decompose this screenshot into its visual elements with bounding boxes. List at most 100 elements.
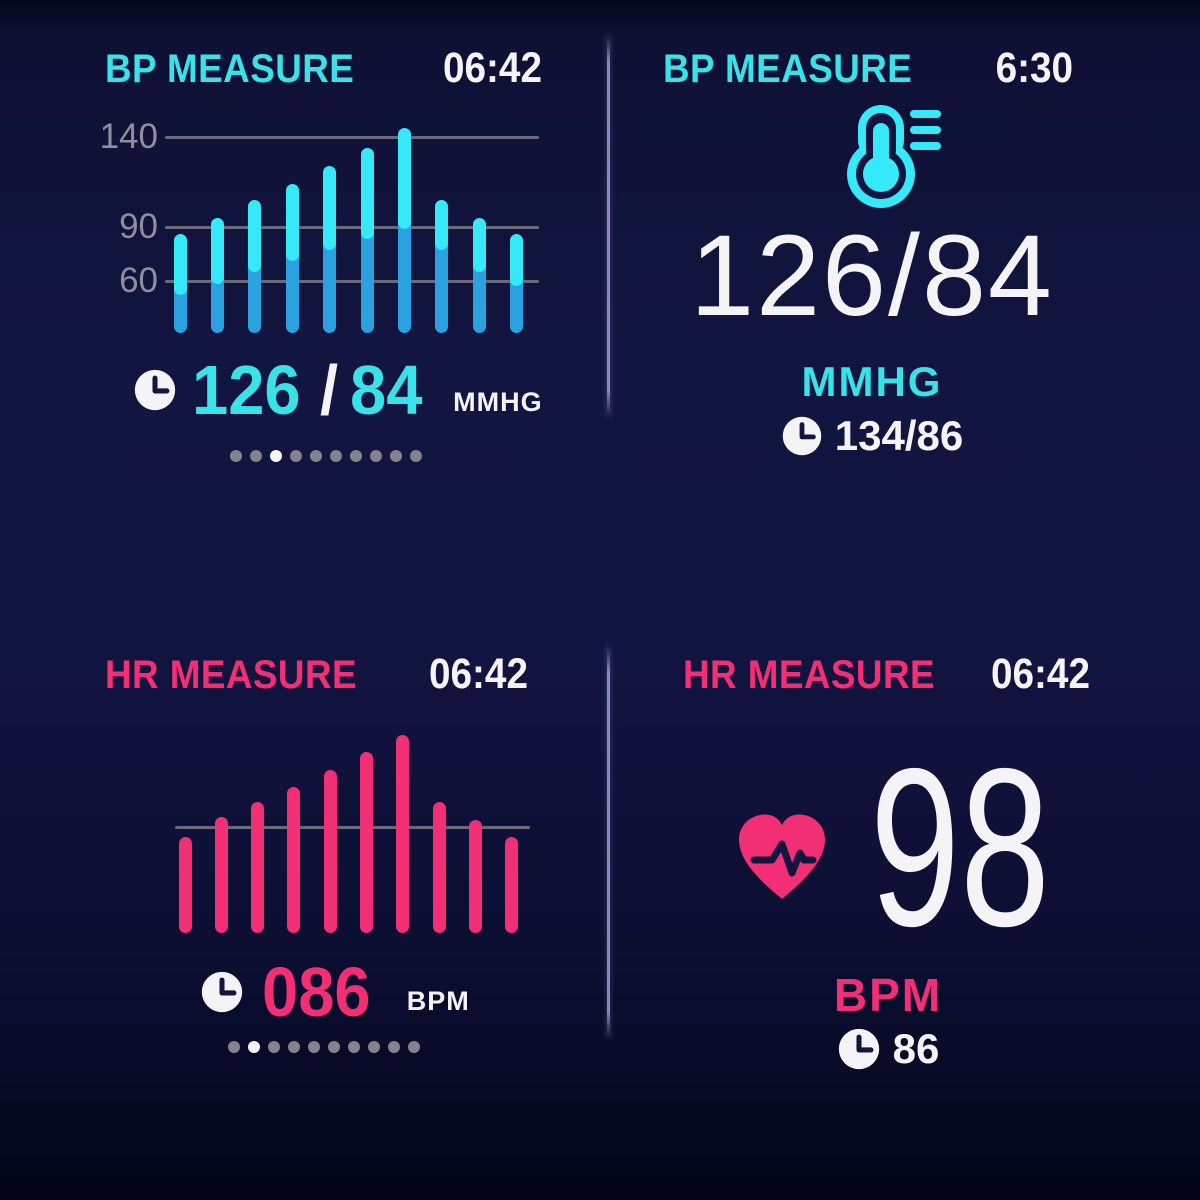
bp-axis-label: 90 <box>119 207 158 246</box>
page-dot[interactable] <box>310 450 322 462</box>
bp-bar-systolic-segment <box>510 234 524 287</box>
hr-bar <box>396 734 410 933</box>
hr-detail-time: 06:42 <box>991 650 1090 698</box>
bp-detail-value: 126/84 <box>690 212 1054 340</box>
bp-bar-systolic-segment <box>285 183 299 261</box>
page-dot[interactable] <box>228 1041 240 1053</box>
bp-bar-systolic-segment <box>397 128 411 229</box>
bp-bar <box>397 128 411 333</box>
bp-bar <box>510 234 524 333</box>
page-dot-active[interactable] <box>248 1041 260 1053</box>
hr-previous-reading: 86 <box>588 1025 1188 1073</box>
bp-diastolic-value: 84 <box>350 351 423 429</box>
page-dot[interactable] <box>330 450 342 462</box>
hr-bar <box>178 837 192 933</box>
bp-detail-time: 6:30 <box>995 44 1073 92</box>
bp-bar <box>472 218 486 333</box>
bp-bar-systolic-segment <box>472 218 486 272</box>
hr-bar <box>251 802 265 933</box>
page-dot[interactable] <box>230 450 242 462</box>
bp-gridline <box>165 279 539 283</box>
bp-previous-value: 134/86 <box>834 412 964 459</box>
vertical-divider-bottom <box>607 645 610 1039</box>
page-dot[interactable] <box>410 450 422 462</box>
bp-detail-title: BP MEASURE <box>663 47 913 91</box>
hr-unit-label: BPM <box>406 986 470 1016</box>
bp-unit-label: MMHG <box>453 387 543 417</box>
hr-bar-chart <box>0 600 600 1200</box>
bp-chart-header: BP MEASURE 06:42 <box>105 44 542 93</box>
bp-bar <box>210 218 224 333</box>
bp-bar <box>435 200 449 333</box>
page-dot[interactable] <box>328 1041 340 1053</box>
bp-gridline <box>165 225 539 229</box>
bp-gridline <box>165 135 539 139</box>
bp-bar-systolic-segment <box>360 147 374 240</box>
page-dot[interactable] <box>268 1041 280 1053</box>
vertical-divider-top <box>607 35 610 417</box>
bp-axis-label: 60 <box>119 261 158 300</box>
bp-detail-header: BP MEASURE 6:30 <box>663 44 1073 93</box>
panel-hr-chart[interactable]: HR MEASURE 06:42 82 AVG 086 BPM <box>0 600 600 1200</box>
hr-bar <box>432 802 446 933</box>
bp-page-indicator[interactable] <box>230 450 422 462</box>
page-dot[interactable] <box>350 450 362 462</box>
hr-detail-unit: BPM <box>833 969 943 1021</box>
bp-chart-title: BP MEASURE <box>105 47 355 91</box>
bp-separator: / <box>319 351 338 429</box>
hr-current-reading: 086 BPM <box>200 953 470 1031</box>
panel-bp-detail[interactable]: BP MEASURE 6:30 126/84 MMHG 134/86 <box>600 0 1200 600</box>
page-dot[interactable] <box>290 450 302 462</box>
blood-pressure-gauge-icon <box>847 105 941 208</box>
hr-bar <box>323 769 337 933</box>
hr-current-value: 086 <box>262 953 371 1031</box>
page-dot[interactable] <box>388 1041 400 1053</box>
bp-bar-systolic-segment <box>435 200 449 251</box>
bp-bar <box>248 200 262 333</box>
hr-bar <box>360 752 373 933</box>
bp-previous-reading: 134/86 <box>572 412 1172 460</box>
bp-bar-systolic-segment <box>323 165 337 251</box>
hr-bar <box>287 787 301 933</box>
bp-systolic-value: 126 <box>192 351 301 429</box>
hr-detail-value: 98 <box>869 721 1051 973</box>
bp-bar-systolic-segment <box>248 200 262 272</box>
bp-bar <box>173 234 187 333</box>
bp-bar <box>323 165 337 333</box>
page-dot[interactable] <box>288 1041 300 1053</box>
heart-pulse-icon <box>739 814 825 899</box>
clock-icon <box>838 1028 879 1070</box>
hr-page-indicator[interactable] <box>228 1041 420 1053</box>
page-dot[interactable] <box>370 450 382 462</box>
hr-detail-header: HR MEASURE 06:42 <box>683 650 1090 699</box>
page-dot[interactable] <box>390 450 402 462</box>
page-dot[interactable] <box>250 450 262 462</box>
bp-bar-systolic-segment <box>210 218 224 285</box>
page-dot[interactable] <box>408 1041 420 1053</box>
hr-bar <box>468 819 482 933</box>
page-dot-active[interactable] <box>270 450 282 462</box>
clock-icon <box>201 971 243 1013</box>
bp-bar-chart: 140 90 60 <box>0 0 600 600</box>
hr-chart-time: 06:42 <box>429 650 528 698</box>
bp-detail-unit: MMHG <box>801 358 943 405</box>
bp-chart-time: 06:42 <box>443 44 542 92</box>
page-dot[interactable] <box>368 1041 380 1053</box>
panel-bp-chart[interactable]: BP MEASURE 06:42 140 90 60 126 / 84 MMHG <box>0 0 600 600</box>
bp-bar-systolic-segment <box>173 234 187 296</box>
hr-bar <box>505 837 519 933</box>
bp-bar <box>285 183 299 333</box>
bp-bar <box>360 147 374 333</box>
clock-icon <box>134 369 176 411</box>
hr-chart-header: HR MEASURE 06:42 <box>105 650 528 699</box>
hr-average-line <box>175 825 530 829</box>
page-dot[interactable] <box>308 1041 320 1053</box>
panel-hr-detail[interactable]: HR MEASURE 06:42 98 BPM 86 <box>600 600 1200 1200</box>
bp-axis-label: 140 <box>99 117 158 156</box>
hr-chart-title: HR MEASURE <box>105 653 357 697</box>
hr-detail-title: HR MEASURE <box>683 653 935 697</box>
page-dot[interactable] <box>348 1041 360 1053</box>
bp-current-reading: 126 / 84 MMHG <box>133 351 543 429</box>
hr-bar <box>214 817 228 933</box>
